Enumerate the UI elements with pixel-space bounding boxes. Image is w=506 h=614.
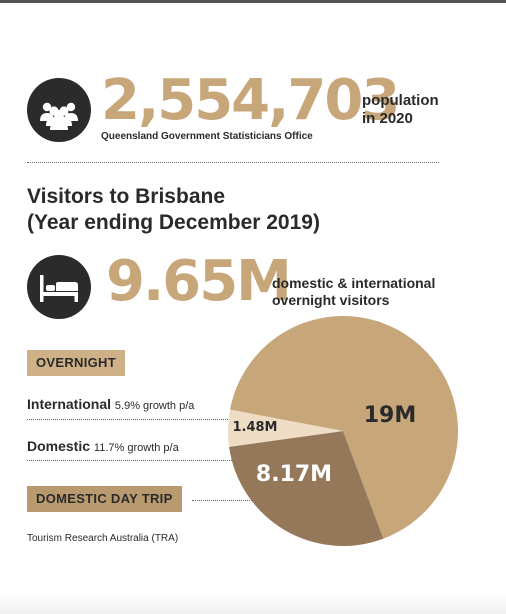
visitors-value: 9.65M	[106, 249, 292, 314]
pie-label-daytrip: 19M	[364, 403, 417, 428]
bed-icon	[27, 255, 91, 319]
domestic-row: Domestic 11.7% growth p/a	[27, 438, 179, 454]
population-value: 2,554,703	[101, 68, 400, 133]
pie-slice-daytrip	[229, 316, 458, 539]
domestic-leader	[27, 460, 232, 461]
population-source: Queensland Government Statisticians Offi…	[101, 131, 313, 142]
domestic-growth: 11.7% growth p/a	[93, 442, 179, 454]
domestic-label: Domestic	[27, 438, 91, 454]
international-label: International	[27, 396, 112, 412]
section-title: Visitors to Brisbane (Year ending Decemb…	[27, 184, 320, 236]
section-title-line1: Visitors to Brisbane	[27, 185, 226, 208]
international-row: International 5.9% growth p/a	[27, 396, 194, 412]
daytrip-tag: DOMESTIC DAY TRIP	[27, 486, 182, 512]
bottom-edge	[0, 590, 506, 614]
visitors-label-line1: domestic & international	[272, 275, 436, 291]
population-label-line2: in 2020	[362, 110, 413, 127]
top-border	[0, 0, 506, 3]
international-growth: 5.9% growth p/a	[114, 400, 195, 412]
people-group-icon	[27, 78, 91, 142]
overnight-tag: OVERNIGHT	[27, 350, 125, 376]
international-leader	[27, 419, 232, 420]
pie-label-international: 1.48M	[232, 420, 277, 435]
tra-source: Tourism Research Australia (TRA)	[27, 533, 179, 544]
visitors-label-line2: overnight visitors	[272, 292, 390, 308]
pie-chart: 19M 8.17M 1.48M	[228, 316, 458, 546]
section-title-line2: (Year ending December 2019)	[27, 211, 320, 234]
population-label: population in 2020	[362, 92, 439, 128]
pie-label-domestic: 8.17M	[256, 462, 332, 487]
pie-slice-domestic	[229, 431, 384, 546]
population-label-line1: population	[362, 92, 439, 109]
divider	[27, 162, 439, 163]
pie-slice-international	[228, 409, 343, 447]
visitors-label: domestic & international overnight visit…	[272, 275, 435, 309]
